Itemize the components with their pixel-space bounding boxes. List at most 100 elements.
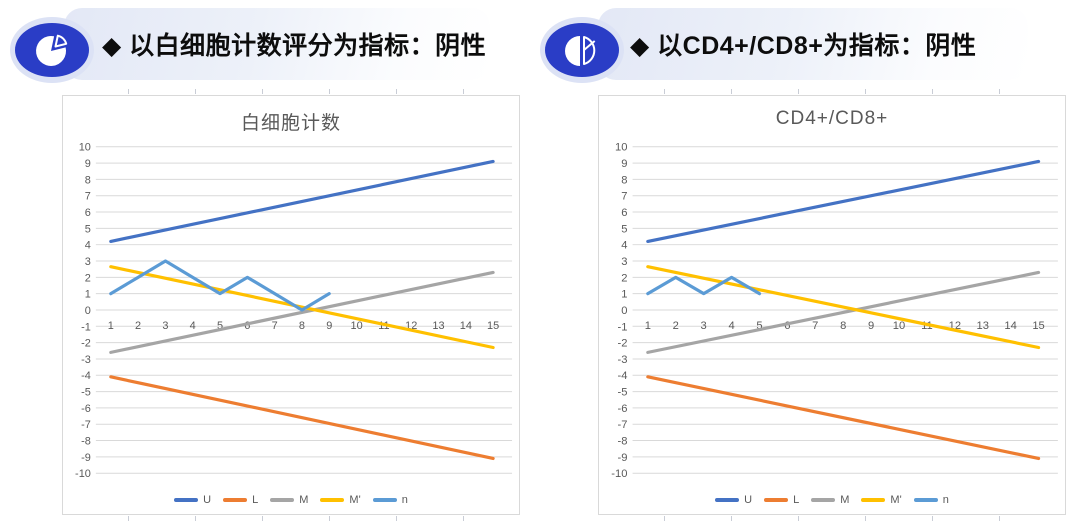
svg-text:7: 7 (621, 191, 627, 203)
svg-text:0: 0 (85, 305, 91, 317)
svg-text:10: 10 (350, 320, 362, 332)
chart-card-cd4-cd8: CD4+/CD8+ -10 -9 -8 -7 -6 -5 -4 -3 -2 -1 0 1 2 3 4 5 6 7 8… (598, 95, 1066, 515)
legend-item: M (270, 494, 308, 506)
svg-text:7: 7 (272, 320, 278, 332)
svg-text:8: 8 (840, 320, 846, 332)
header-badge-left (64, 8, 490, 80)
legend-swatch (320, 498, 345, 502)
svg-text:4: 4 (85, 240, 91, 252)
svg-text:9: 9 (621, 158, 627, 170)
svg-text:-4: -4 (81, 370, 91, 382)
svg-text:15: 15 (487, 320, 499, 332)
legend-item: L (764, 494, 799, 506)
legend-item: M (811, 494, 849, 506)
legend-swatch (174, 498, 199, 502)
grid-ticks-bottom-right (598, 516, 1066, 521)
svg-text:10: 10 (893, 320, 905, 332)
svg-text:3: 3 (162, 320, 168, 332)
svg-text:8: 8 (621, 174, 627, 186)
legend-item: U (715, 494, 752, 506)
svg-text:-2: -2 (81, 338, 91, 350)
svg-text:0: 0 (621, 305, 627, 317)
svg-text:-8: -8 (81, 436, 91, 448)
legend-label: M' (890, 494, 902, 506)
svg-text:14: 14 (1004, 320, 1016, 332)
header-title-left: ◆ 以白细胞计数评分为指标：阴性 (102, 32, 487, 60)
svg-text:4: 4 (190, 320, 196, 332)
legend-swatch (270, 498, 295, 502)
svg-text:3: 3 (621, 256, 627, 268)
svg-text:1: 1 (85, 289, 91, 301)
svg-text:7: 7 (85, 191, 91, 203)
svg-text:-1: -1 (81, 321, 91, 333)
grid-ticks-top-left (62, 89, 520, 94)
svg-text:1: 1 (645, 320, 651, 332)
svg-text:8: 8 (85, 174, 91, 186)
svg-text:12: 12 (405, 320, 417, 332)
svg-text:2: 2 (85, 272, 91, 284)
header-badge-right (598, 8, 1028, 80)
svg-text:-4: -4 (618, 370, 628, 382)
legend-item: M' (320, 494, 361, 506)
svg-text:-2: -2 (618, 338, 628, 350)
legend-swatch (223, 498, 248, 502)
svg-text:9: 9 (326, 320, 332, 332)
legend-item: U (174, 494, 211, 506)
legend-swatch (861, 498, 886, 502)
svg-text:4: 4 (728, 320, 734, 332)
legend-label: L (252, 494, 259, 506)
svg-text:-7: -7 (618, 419, 628, 431)
svg-text:12: 12 (949, 320, 961, 332)
svg-text:-7: -7 (81, 419, 91, 431)
svg-text:2: 2 (673, 320, 679, 332)
chart-legend: U L M M' n (599, 494, 1065, 506)
svg-text:3: 3 (85, 256, 91, 268)
legend-item: n (913, 494, 949, 506)
legend-item: M' (861, 494, 902, 506)
svg-text:5: 5 (85, 223, 91, 235)
chart-title: 白细胞计数 (240, 113, 341, 134)
legend-label: L (793, 494, 800, 506)
legend-swatch (715, 498, 740, 502)
svg-text:5: 5 (756, 320, 762, 332)
svg-text:10: 10 (79, 142, 91, 154)
legend-item: n (372, 494, 408, 506)
svg-text:5: 5 (217, 320, 223, 332)
legend-label: n (401, 494, 408, 506)
legend-label: U (744, 494, 753, 506)
svg-text:-9: -9 (81, 452, 91, 464)
legend-label: n (942, 494, 949, 506)
svg-text:-9: -9 (618, 452, 628, 464)
svg-text:-3: -3 (81, 354, 91, 366)
legend-swatch (811, 498, 836, 502)
svg-text:1: 1 (621, 289, 627, 301)
svg-text:10: 10 (615, 142, 627, 154)
svg-text:5: 5 (621, 223, 627, 235)
svg-text:-5: -5 (618, 387, 628, 399)
svg-text:-10: -10 (611, 468, 627, 480)
svg-text:6: 6 (244, 320, 250, 332)
svg-text:6: 6 (85, 207, 91, 219)
svg-text:-5: -5 (81, 387, 91, 399)
svg-text:2: 2 (135, 320, 141, 332)
legend-swatch (913, 498, 938, 502)
svg-text:6: 6 (784, 320, 790, 332)
svg-text:3: 3 (701, 320, 707, 332)
svg-text:-3: -3 (618, 354, 628, 366)
header-title-right: ◆ 以CD4+/CD8+为指标：阴性 (630, 32, 977, 60)
svg-text:6: 6 (621, 207, 627, 219)
legend-label: M (840, 494, 850, 506)
svg-text:13: 13 (977, 320, 989, 332)
chart-card-wbc: 白细胞计数 -10 -9 -8 -7 -6 -5 -4 -3 -2 -1 0 1 2 3 4 5 6 7 8 9 10 1… (62, 95, 520, 515)
svg-text:-6: -6 (81, 403, 91, 415)
svg-text:9: 9 (85, 158, 91, 170)
svg-text:14: 14 (460, 320, 472, 332)
svg-text:-6: -6 (618, 403, 628, 415)
svg-text:1: 1 (108, 320, 114, 332)
legend-label: M' (349, 494, 361, 506)
svg-text:8: 8 (299, 320, 305, 332)
svg-text:4: 4 (621, 240, 627, 252)
